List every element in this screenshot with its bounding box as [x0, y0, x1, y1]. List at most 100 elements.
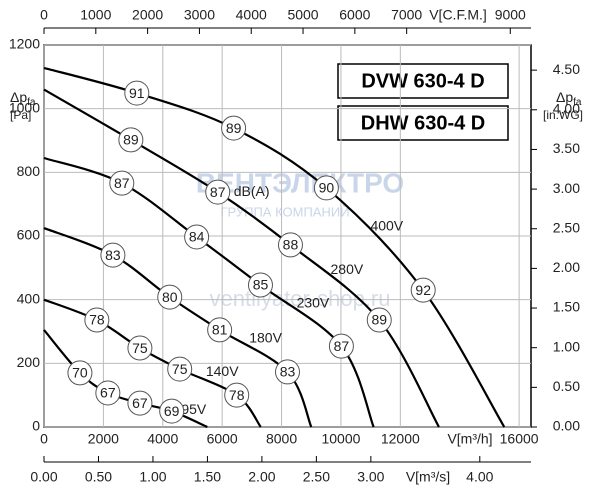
- db-label: 90: [319, 180, 335, 196]
- db-label: 78: [89, 312, 105, 328]
- y2-axis-symbol: Δp: [556, 89, 573, 105]
- speed-label: 230V: [297, 294, 330, 310]
- y2-axis-label: Δpfa: [556, 89, 582, 108]
- y-tick-label: 200: [17, 354, 41, 370]
- db-point: [100, 242, 126, 268]
- y-tick-label: 1000: [9, 99, 40, 115]
- db-label: 84: [189, 229, 205, 245]
- x-tick-label: 16000: [500, 431, 539, 447]
- x2-tick-label: 0: [40, 7, 48, 23]
- db-label: 85: [253, 277, 269, 293]
- model-name: DVW 630-4 D: [361, 70, 484, 92]
- y-tick-label: 400: [17, 290, 41, 306]
- db-point: [159, 398, 185, 424]
- speed-label: 400V: [370, 218, 403, 234]
- db-label: 67: [132, 395, 148, 411]
- x2-tick-label: 7000: [391, 7, 422, 23]
- db-point: [205, 179, 231, 205]
- y-tick-label: 1200: [9, 36, 40, 52]
- db-point: [224, 382, 250, 408]
- db-point: [118, 127, 144, 153]
- db-point: [277, 232, 303, 258]
- y2-axis-unit: [in.WG]: [543, 108, 583, 122]
- x2-tick-label: 6000: [339, 7, 370, 23]
- db-point: [207, 317, 233, 343]
- model-name: DHW 630-4 D: [361, 112, 485, 134]
- db-label: 67: [100, 385, 116, 401]
- db-label: 89: [226, 120, 242, 136]
- speed-label: 95V: [181, 401, 207, 417]
- y-axis-sub: fa: [27, 97, 36, 108]
- x2-tick-label: 2000: [132, 7, 163, 23]
- x2-tick-label: 5000: [287, 7, 318, 23]
- db-point: [157, 284, 183, 310]
- db-point: [127, 335, 153, 361]
- db-label: 83: [280, 364, 296, 380]
- db-point: [313, 175, 339, 201]
- y2-tick-label: 1.50: [553, 299, 580, 315]
- db-label: 80: [162, 289, 178, 305]
- y-tick-label: 800: [17, 163, 41, 179]
- db-label: 91: [129, 85, 145, 101]
- x2-tick-label: 1000: [80, 7, 111, 23]
- y2-tick-label: 0.50: [553, 378, 580, 394]
- y2-tick-label: 3.00: [553, 180, 580, 196]
- db-label: 87: [114, 175, 130, 191]
- x3-tick-label: 0.50: [85, 469, 112, 485]
- x3-tick-label: 2.00: [248, 469, 275, 485]
- db-label: 75: [172, 361, 188, 377]
- y-axis-label: Δpfa: [10, 89, 36, 108]
- x3-tick-label: 0.00: [30, 469, 57, 485]
- db-label: 92: [415, 282, 431, 298]
- x-tick-label: 12000: [381, 431, 420, 447]
- x3-tick-label: 4.00: [466, 469, 493, 485]
- db-point: [221, 115, 247, 141]
- x-tick-label: 10000: [321, 431, 360, 447]
- db-point: [184, 224, 210, 250]
- y-tick-label: 600: [17, 227, 41, 243]
- watermark: ventilyator-shop.ru: [210, 286, 391, 311]
- y-axis-unit: [Pa]: [10, 108, 31, 122]
- y-tick-label: 0: [32, 418, 40, 434]
- x-tick-label: 6000: [207, 431, 238, 447]
- db-label: 69: [164, 403, 180, 419]
- db-point: [127, 390, 153, 416]
- db-label: 87: [210, 184, 226, 200]
- y2-tick-label: 0.00: [553, 418, 580, 434]
- db-point: [84, 307, 110, 333]
- x-tick-label: 2000: [88, 431, 119, 447]
- x3-tick-label: 2.50: [303, 469, 330, 485]
- speed-label: 140V: [206, 363, 239, 379]
- y-axis-symbol: Δp: [10, 89, 27, 105]
- x2-tick-label: 3000: [184, 7, 215, 23]
- x-tick-label: 0: [40, 431, 48, 447]
- db-point: [95, 380, 121, 406]
- db-point: [328, 333, 354, 359]
- model-box: [337, 63, 509, 99]
- db-label: 78: [229, 387, 245, 403]
- fan-curve: [43, 227, 313, 428]
- db-label: 81: [212, 322, 228, 338]
- y2-tick-label: 4.50: [553, 61, 580, 77]
- y2-tick-label: 4.00: [553, 100, 580, 116]
- db-point: [275, 359, 300, 385]
- db-label: 87: [334, 338, 350, 354]
- x-tick-label: 8000: [266, 431, 297, 447]
- db-point: [67, 360, 93, 386]
- y2-tick-label: 2.50: [553, 219, 580, 235]
- x3-tick-label: 3.00: [357, 469, 384, 485]
- db-point: [167, 356, 193, 382]
- y2-tick-label: 2.00: [553, 259, 580, 275]
- x-axis-label: V[m³/h]: [447, 431, 492, 447]
- x-tick-label: 4000: [147, 431, 178, 447]
- speed-label: 180V: [249, 330, 282, 346]
- db-label: 70: [72, 365, 88, 381]
- x3-tick-label: 1.50: [194, 469, 221, 485]
- db-label: 88: [283, 237, 299, 253]
- x2-tick-label: 4000: [236, 7, 267, 23]
- y2-tick-label: 1.00: [553, 338, 580, 354]
- x2-axis-label: V[C.F.M.]: [429, 7, 487, 23]
- y2-tick-label: 3.50: [553, 140, 580, 156]
- model-box: [337, 105, 509, 141]
